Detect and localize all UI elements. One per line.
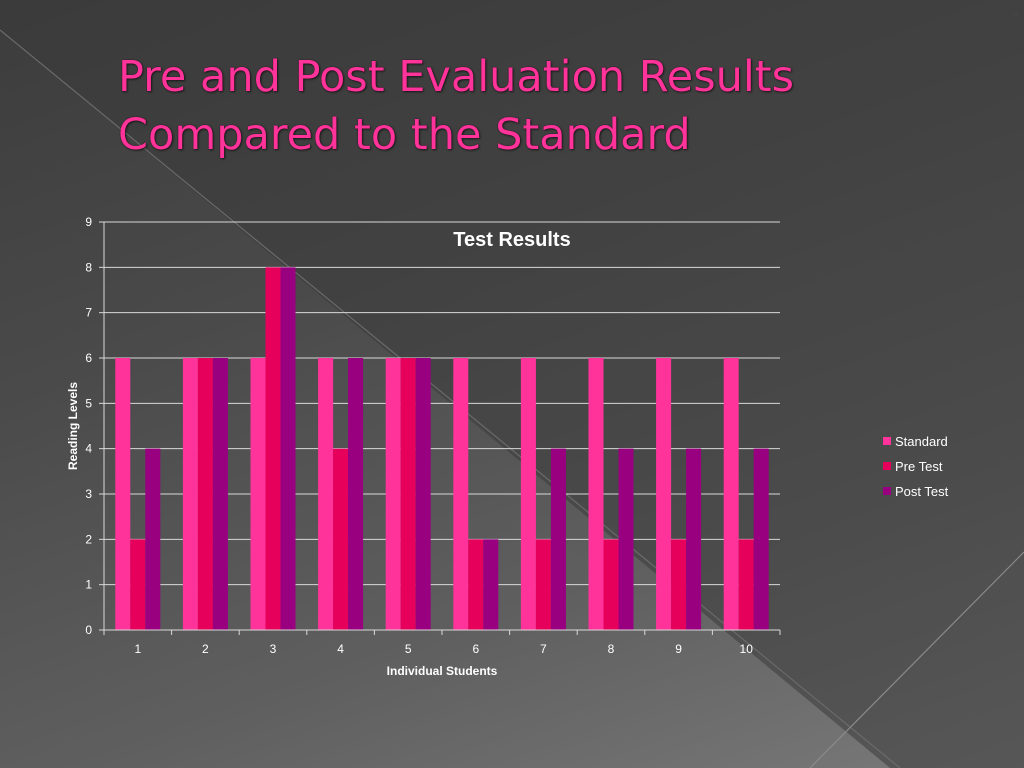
y-tick-label: 3 <box>85 487 92 501</box>
axes: 0 1 2 3 4 5 6 7 8 9 1 2 3 4 5 6 7 8 9 10 <box>85 215 781 656</box>
arrow-bullet-icon: ➔ <box>1010 8 1019 21</box>
y-tick-label: 0 <box>85 623 92 637</box>
bar-pre-test <box>468 539 484 630</box>
slide-title-line-1: Pre and Post Evaluation Results <box>118 52 795 102</box>
x-tick-label: 1 <box>134 642 141 656</box>
x-tick-label: 7 <box>540 642 547 656</box>
bar-pre-test <box>400 358 416 630</box>
x-tick-label: 8 <box>608 642 615 656</box>
x-tick-label: 3 <box>270 642 277 656</box>
bar-standard <box>250 358 266 630</box>
bar-post-test <box>415 358 431 630</box>
bar-post-test <box>348 358 364 630</box>
bar-post-test <box>618 448 634 630</box>
x-tick-label: 10 <box>740 642 754 656</box>
bar-post-test <box>145 448 161 630</box>
bar-post-test <box>550 448 566 630</box>
bar-pre-test <box>130 539 146 630</box>
bar-standard <box>656 358 672 630</box>
bar-standard <box>385 358 401 630</box>
legend-label: Post Test <box>895 484 949 499</box>
bar-standard <box>182 358 198 630</box>
bar-standard <box>588 358 604 630</box>
y-tick-label: 4 <box>85 442 92 456</box>
bar-standard <box>723 358 739 630</box>
legend-swatch <box>883 487 891 495</box>
slide-title: Pre and Post Evaluation Results Compared… <box>118 48 978 164</box>
bar-pre-test <box>738 539 754 630</box>
bar-standard <box>453 358 469 630</box>
y-axis-title: Reading Levels <box>66 382 80 470</box>
bar-post-test <box>212 358 228 630</box>
slide-title-line-2: Compared to the Standard <box>118 110 691 160</box>
bar-post-test <box>686 448 702 630</box>
x-tick-label: 5 <box>405 642 412 656</box>
legend-label: Pre Test <box>895 459 943 474</box>
y-tick-label: 9 <box>85 215 92 229</box>
bar-pre-test <box>603 539 619 630</box>
y-tick-label: 8 <box>85 260 92 274</box>
bar-standard <box>318 358 334 630</box>
y-tick-label: 5 <box>85 396 92 410</box>
x-tick-label: 2 <box>202 642 209 656</box>
bar-post-test <box>483 539 499 630</box>
y-tick-label: 7 <box>85 306 92 320</box>
bar-pre-test <box>265 267 281 630</box>
x-axis-title: Individual Students <box>387 664 498 678</box>
legend-swatch <box>883 462 891 470</box>
x-tick-label: 6 <box>472 642 479 656</box>
bars <box>115 267 769 630</box>
bar-post-test <box>280 267 296 630</box>
bar-pre-test <box>671 539 687 630</box>
x-tick-label: 4 <box>337 642 344 656</box>
background-diagonal-line <box>0 29 901 768</box>
legend-swatch <box>883 437 891 445</box>
legend-label: Standard <box>895 434 948 449</box>
y-tick-label: 1 <box>85 578 92 592</box>
x-tick-label: 9 <box>675 642 682 656</box>
bar-post-test <box>753 448 769 630</box>
chart-title: Test Results <box>453 229 570 251</box>
bar-pre-test <box>197 358 213 630</box>
bar-standard <box>520 358 536 630</box>
bar-pre-test <box>535 539 551 630</box>
bar-standard <box>115 358 131 630</box>
y-tick-label: 2 <box>85 532 92 546</box>
legend: Standard Pre Test Post Test <box>883 434 949 499</box>
bar-pre-test <box>333 448 349 630</box>
y-tick-label: 6 <box>85 351 92 365</box>
background-corner-line <box>809 551 1024 768</box>
